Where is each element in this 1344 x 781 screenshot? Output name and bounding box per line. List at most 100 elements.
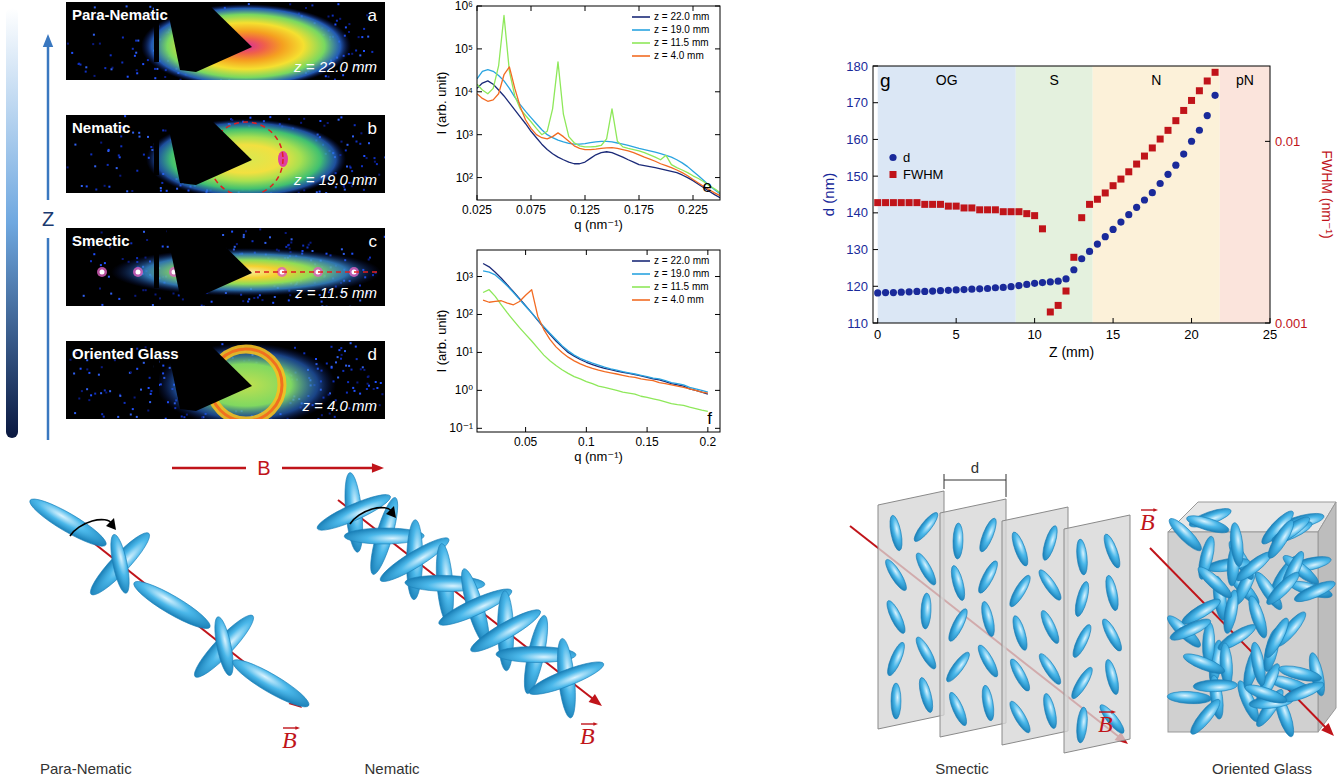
detector-noise	[285, 246, 287, 248]
y-tick	[477, 390, 482, 391]
data-point	[984, 206, 991, 213]
data-point	[937, 201, 944, 208]
y-tick	[715, 91, 720, 92]
detector-noise	[142, 289, 144, 291]
y-tick-label: 10²	[456, 171, 473, 185]
x-tick	[1034, 318, 1035, 323]
ellipsoid	[1193, 679, 1237, 693]
data-point	[1086, 248, 1093, 255]
detector-noise	[347, 144, 349, 146]
x-tick-label: 5	[953, 327, 960, 342]
ellipsoid	[1038, 609, 1062, 646]
data-point	[905, 288, 912, 295]
detector-noise	[108, 276, 110, 278]
schematic-label: Para-Nematic	[40, 760, 132, 777]
phase-region	[1093, 66, 1220, 323]
plot-area	[477, 16, 720, 198]
detector-noise	[262, 299, 264, 301]
y-tick	[873, 102, 878, 103]
field-arrow	[338, 500, 595, 701]
z-position: z = 4.0 mm	[301, 397, 377, 414]
data-point	[1055, 278, 1062, 285]
x-tick-label: 0.025	[462, 203, 492, 217]
detector-noise	[356, 358, 358, 360]
phase-label: Para-Nematic	[72, 6, 168, 23]
series-line	[477, 67, 720, 196]
data-point	[1000, 208, 1007, 215]
detector-noise	[366, 157, 368, 159]
x-tick-label: 0.125	[570, 203, 600, 217]
detector-noise	[294, 347, 296, 349]
rotation-arrow-head	[386, 506, 396, 518]
z-label: Z	[42, 208, 54, 230]
z-arrow-line	[47, 238, 50, 440]
detector-noise	[355, 346, 357, 348]
detector-noise	[118, 298, 120, 300]
ellipsoid	[1181, 650, 1226, 677]
detector-noise	[138, 132, 140, 134]
y-tick	[873, 249, 878, 250]
plot-area	[874, 66, 1270, 323]
data-point	[961, 204, 968, 211]
data-point	[1070, 266, 1077, 273]
y-tick	[873, 66, 878, 67]
phase-label: Oriented Glass	[72, 345, 179, 362]
region-label: OG	[936, 72, 958, 88]
detector-noise	[95, 189, 97, 191]
ellipsoid	[1261, 616, 1292, 661]
y-tick	[477, 177, 482, 178]
detector-noise	[348, 31, 350, 33]
ellipsoid	[1010, 614, 1030, 651]
data-point	[1165, 127, 1172, 134]
ellipsoid	[975, 559, 1000, 596]
detector-noise	[332, 15, 334, 17]
bragg-halo	[97, 267, 107, 277]
y-tick	[715, 276, 720, 277]
ellipsoid	[913, 635, 939, 671]
data-point	[960, 286, 967, 293]
detector-noise	[345, 149, 347, 151]
detector-noise	[350, 167, 352, 169]
detector-noise	[132, 48, 134, 50]
detector-noise	[119, 175, 121, 177]
ellipsoid	[911, 510, 941, 544]
detector-noise	[105, 392, 107, 394]
ellipsoid	[949, 564, 968, 601]
detector-noise	[335, 361, 337, 363]
detector-noise	[139, 136, 141, 138]
detector-noise	[352, 387, 354, 389]
legend-swatch	[890, 171, 897, 178]
detector-noise	[211, 301, 213, 303]
x-tick-label: 15	[1106, 327, 1120, 342]
detector-noise	[234, 246, 236, 248]
detector-noise	[344, 350, 346, 352]
region-label: pN	[1236, 72, 1254, 88]
ellipsoid	[1036, 651, 1064, 687]
detector-noise	[86, 368, 88, 370]
detector-noise	[150, 393, 152, 395]
ellipsoid	[1103, 574, 1120, 611]
detector-noise	[325, 75, 327, 77]
detector-noise	[117, 416, 119, 418]
detector-noise	[121, 62, 123, 64]
detector-noise	[348, 23, 350, 25]
phase-region	[1220, 66, 1270, 323]
detector-noise	[110, 54, 112, 56]
detector-noise	[109, 390, 111, 392]
x-tick-label: 0.175	[624, 203, 654, 217]
series-line	[483, 290, 708, 412]
detector-noise	[136, 69, 138, 71]
x-tick-label: 0.05	[514, 435, 538, 449]
detector-noise	[118, 154, 120, 156]
detector-noise	[325, 192, 327, 193]
detector-noise	[86, 388, 88, 390]
z-arrow	[47, 42, 50, 200]
detector-noise	[291, 238, 293, 240]
detector-noise	[363, 155, 365, 157]
beam-stop-arm	[154, 228, 159, 288]
detector-noise	[110, 293, 112, 295]
ellipsoid	[1009, 530, 1031, 567]
data-point	[1149, 189, 1156, 196]
detector-noise	[88, 372, 90, 374]
detector-noise	[331, 346, 333, 348]
